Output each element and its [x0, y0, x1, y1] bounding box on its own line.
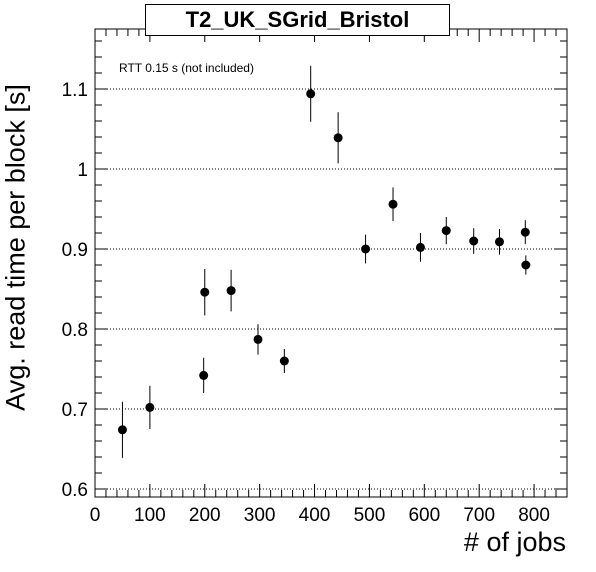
y-axis-ticks: 0.6 0.7 0.8 0.9 1 1.1: [62, 40, 567, 501]
plot-frame: [94, 28, 568, 498]
y-tick-label: 0.6: [62, 480, 88, 501]
y-axis-label: Avg. read time per block [s]: [0, 84, 31, 411]
data-point: [333, 112, 343, 164]
x-tick-label: 100: [134, 505, 166, 526]
point-marker: [521, 260, 531, 270]
rtt-annotation: RTT 0.15 s (not included): [119, 61, 254, 75]
point-marker: [200, 287, 210, 297]
point-marker: [253, 334, 263, 344]
point-marker: [333, 133, 343, 143]
y-tick-label: 0.9: [62, 240, 88, 261]
x-tick-label: 500: [354, 505, 386, 526]
point-marker: [441, 226, 451, 236]
x-tick-label: 700: [463, 505, 495, 526]
y-tick-label: 0.8: [62, 320, 88, 341]
x-tick-label: 300: [244, 505, 276, 526]
data-point: [520, 220, 530, 245]
x-tick-label: 400: [299, 505, 331, 526]
point-marker: [279, 356, 289, 366]
x-axis-label: # of jobs: [463, 527, 566, 557]
point-marker: [415, 242, 425, 252]
data-point: [279, 349, 289, 373]
data-point: [200, 269, 210, 316]
y-tick-label: 1.1: [62, 80, 88, 101]
data-point: [415, 233, 425, 262]
data-point: [226, 269, 236, 312]
y-tick-label: 1: [77, 160, 88, 181]
data-point: [469, 228, 479, 254]
x-tick-label: 800: [518, 505, 550, 526]
data-point: [199, 357, 209, 393]
data-point: [361, 234, 371, 264]
y-tick-label: 0.7: [62, 400, 88, 421]
point-marker: [361, 244, 371, 254]
data-point: [145, 385, 155, 429]
data-point: [521, 255, 531, 275]
point-marker: [226, 286, 236, 296]
grid-lines: [95, 88, 567, 490]
data-point: [306, 65, 316, 122]
point-marker: [469, 236, 479, 246]
point-marker: [388, 199, 398, 209]
point-marker: [117, 425, 127, 435]
point-marker: [306, 89, 316, 99]
point-marker: [494, 237, 504, 247]
data-point: [253, 324, 263, 355]
point-marker: [520, 227, 530, 237]
x-tick-label: 0: [90, 505, 101, 526]
point-marker: [199, 370, 209, 380]
point-marker: [145, 402, 155, 412]
x-axis-ticks: 0 100 200 300 400 500 600 700 800: [90, 29, 568, 526]
x-tick-label: 600: [408, 505, 440, 526]
data-point: [494, 229, 504, 255]
data-point: [441, 217, 451, 245]
chart-title: T2_UK_SGrid_Bristol: [145, 4, 450, 36]
data-point: [117, 401, 127, 458]
data-point: [388, 187, 398, 221]
x-tick-label: 200: [189, 505, 221, 526]
data-points: [117, 65, 531, 458]
